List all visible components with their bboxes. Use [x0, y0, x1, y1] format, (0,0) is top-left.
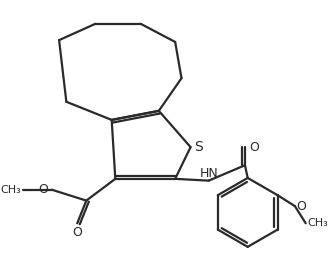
Text: HN: HN	[199, 167, 218, 180]
Text: O: O	[38, 183, 48, 196]
Text: S: S	[194, 140, 203, 154]
Text: CH₃: CH₃	[308, 218, 328, 228]
Text: O: O	[297, 199, 307, 212]
Text: O: O	[72, 226, 82, 239]
Text: O: O	[250, 141, 259, 154]
Text: CH₃: CH₃	[0, 185, 21, 195]
